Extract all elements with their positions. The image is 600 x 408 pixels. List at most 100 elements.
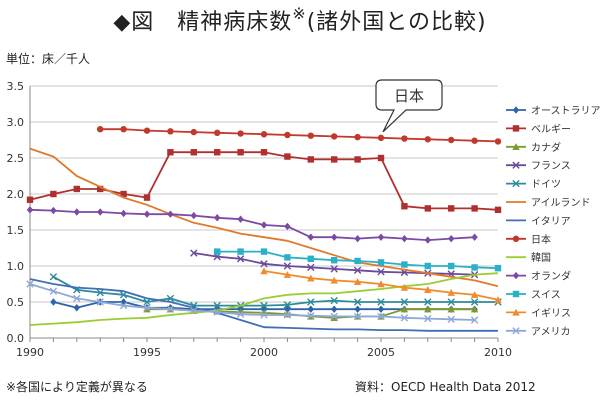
data-point	[120, 190, 127, 198]
data-point	[26, 196, 34, 203]
data-point	[237, 149, 244, 156]
data-point	[284, 222, 291, 231]
data-point	[260, 131, 268, 138]
data-point	[377, 233, 385, 241]
legend-marker	[512, 125, 520, 132]
data-point	[424, 314, 432, 323]
y-tick-label: 2.0	[7, 188, 25, 201]
legend-marker	[512, 290, 520, 298]
data-point	[307, 263, 315, 272]
data-point	[470, 298, 479, 306]
data-point	[447, 288, 455, 296]
legend-label: カナダ	[531, 141, 561, 154]
data-point	[377, 154, 385, 162]
data-point	[284, 131, 291, 139]
data-point	[96, 288, 104, 297]
data-point	[424, 136, 431, 143]
data-point	[353, 312, 362, 321]
data-point	[49, 287, 58, 295]
legend-marker	[512, 106, 520, 114]
data-point	[120, 209, 127, 218]
series-line-5	[29, 147, 499, 288]
data-point	[377, 280, 385, 288]
data-point	[354, 257, 361, 265]
data-point	[166, 305, 175, 313]
data-point	[260, 311, 268, 319]
data-point	[448, 136, 455, 144]
x-tick-label: 2005	[367, 346, 395, 359]
data-point	[353, 266, 362, 275]
data-point	[330, 265, 338, 273]
data-point	[307, 274, 315, 282]
y-tick-label: 1.5	[7, 224, 25, 237]
data-point	[353, 278, 362, 286]
data-point	[214, 248, 221, 255]
title-marker: ◆	[113, 10, 132, 35]
annotation-label: 日本	[394, 87, 424, 105]
data-point	[283, 270, 292, 278]
y-tick-label: 1.0	[7, 260, 25, 273]
data-point	[471, 137, 478, 144]
legend-marker	[512, 308, 520, 316]
data-point	[284, 254, 291, 261]
series-line-6	[29, 278, 498, 332]
legend-label: 韓国	[531, 252, 551, 264]
data-point	[73, 208, 80, 216]
data-point	[494, 264, 502, 272]
data-point	[424, 205, 431, 212]
data-point	[354, 133, 361, 141]
data-point	[214, 129, 221, 136]
data-point	[120, 126, 127, 133]
data-point	[119, 301, 128, 310]
data-point	[353, 298, 362, 306]
data-point	[424, 286, 432, 293]
data-point	[143, 127, 151, 134]
legend-label: アイルランド	[531, 197, 591, 209]
data-point	[330, 296, 338, 305]
data-point	[400, 298, 409, 306]
data-point	[167, 128, 174, 135]
data-point	[73, 185, 80, 193]
x-tick-label: 1990	[16, 346, 44, 359]
data-point	[236, 255, 245, 263]
legend-label: イギリス	[531, 307, 571, 319]
chart-title: ◆図 精神病床数※(諸外国との比較)	[0, 4, 600, 36]
data-point	[26, 206, 34, 214]
data-point	[237, 248, 244, 255]
data-point	[307, 311, 315, 320]
data-point	[73, 304, 80, 312]
series-line-1	[29, 151, 499, 211]
legend-marker	[512, 179, 520, 188]
data-point	[143, 305, 151, 313]
annotation-callout	[375, 79, 443, 133]
data-point	[331, 257, 338, 264]
data-point	[307, 305, 314, 313]
data-point	[237, 130, 244, 137]
data-point	[97, 126, 104, 133]
data-point	[471, 233, 478, 241]
y-tick-label: 3.0	[7, 116, 25, 129]
series-line-7	[100, 128, 499, 143]
legend-label: スイス	[531, 290, 561, 301]
data-point	[166, 294, 175, 303]
data-point	[307, 233, 314, 241]
data-point	[49, 273, 58, 281]
data-point	[424, 236, 431, 244]
data-point	[190, 128, 197, 136]
legend-label: オーストラリア	[531, 105, 600, 117]
data-point	[401, 203, 408, 210]
data-point	[283, 311, 292, 319]
legend-label: ドイツ	[531, 180, 561, 191]
data-point	[190, 149, 197, 156]
data-point	[214, 149, 221, 156]
data-point	[260, 221, 268, 229]
data-point	[26, 280, 34, 288]
legend-marker	[512, 143, 520, 150]
data-point	[283, 262, 292, 270]
data-point	[50, 206, 57, 215]
data-point	[50, 298, 57, 306]
data-source: 資料：OECD Health Data 2012	[355, 380, 536, 394]
data-point	[330, 312, 338, 321]
legend-label: オランダ	[531, 270, 571, 283]
data-point	[97, 185, 104, 193]
